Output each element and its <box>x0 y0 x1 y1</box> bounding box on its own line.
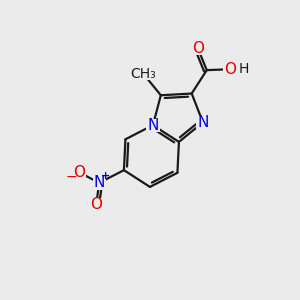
Text: +: + <box>101 171 110 182</box>
FancyBboxPatch shape <box>196 116 209 129</box>
FancyBboxPatch shape <box>93 176 106 190</box>
FancyBboxPatch shape <box>146 118 160 132</box>
FancyBboxPatch shape <box>89 198 103 212</box>
FancyBboxPatch shape <box>223 63 237 76</box>
Text: H: H <box>239 62 249 76</box>
FancyBboxPatch shape <box>129 67 158 80</box>
Text: O: O <box>192 41 204 56</box>
Text: N: N <box>147 118 159 133</box>
Text: CH₃: CH₃ <box>130 67 156 81</box>
Text: −: − <box>65 170 77 184</box>
Text: N: N <box>94 176 105 190</box>
Text: O: O <box>74 165 86 180</box>
Text: O: O <box>224 62 236 77</box>
Text: N: N <box>197 115 208 130</box>
Text: O: O <box>90 197 102 212</box>
FancyBboxPatch shape <box>73 166 86 179</box>
FancyBboxPatch shape <box>191 42 205 55</box>
